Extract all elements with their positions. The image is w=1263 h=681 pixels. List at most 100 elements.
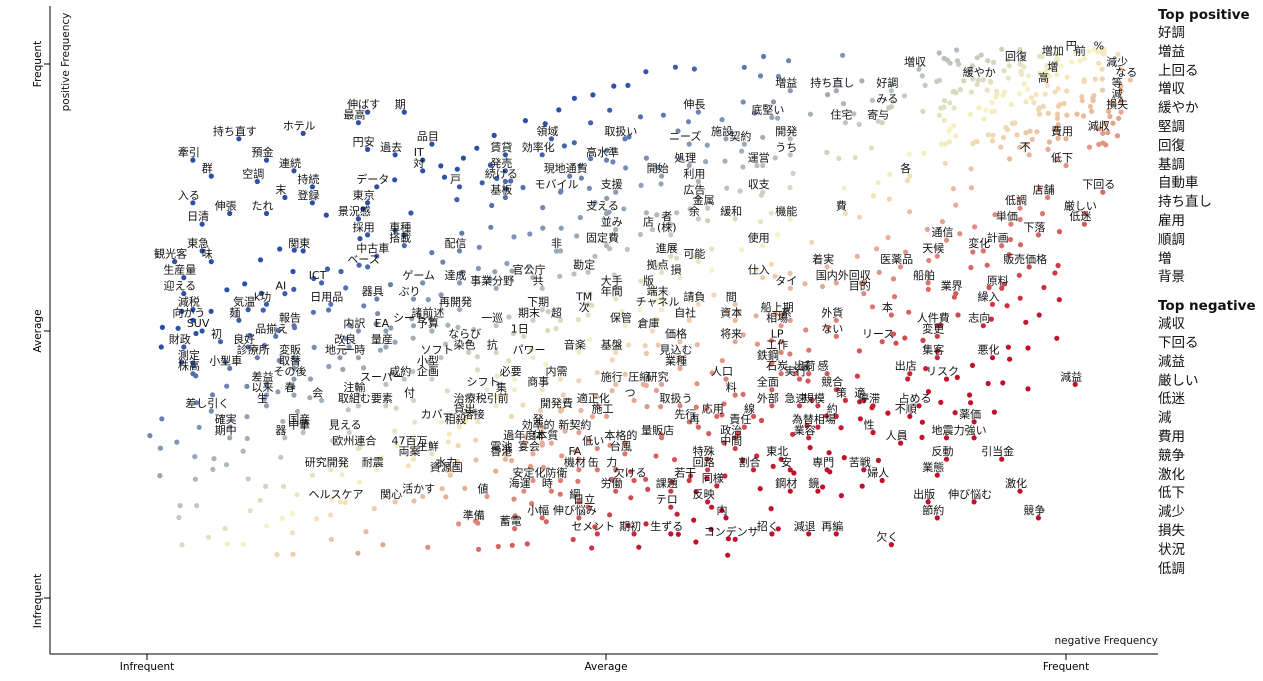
term-point[interactable] <box>502 168 508 174</box>
term-point[interactable] <box>494 373 500 379</box>
term-point[interactable] <box>740 332 746 338</box>
term-point[interactable] <box>888 104 895 110</box>
term-point[interactable] <box>625 522 631 529</box>
term-point[interactable] <box>528 463 534 469</box>
term-label[interactable]: 日清 <box>187 210 209 223</box>
term-point[interactable] <box>807 111 814 117</box>
term-point[interactable] <box>410 397 417 403</box>
term-label[interactable]: 回収 <box>849 269 871 282</box>
term-label[interactable]: 防衛 <box>546 466 568 480</box>
term-point[interactable] <box>289 510 295 517</box>
term-point[interactable] <box>244 414 250 420</box>
term-point[interactable] <box>678 155 684 161</box>
term-point[interactable] <box>489 202 495 209</box>
term-point[interactable] <box>787 185 793 191</box>
term-point[interactable] <box>300 429 306 436</box>
term-point[interactable] <box>951 123 957 129</box>
term-label[interactable]: 診療所 <box>237 343 270 357</box>
term-point[interactable] <box>275 389 281 395</box>
term-point[interactable] <box>674 511 680 517</box>
term-label[interactable]: 競合 <box>821 375 843 389</box>
term-label[interactable]: 一時 <box>343 344 365 357</box>
term-point[interactable] <box>943 435 950 441</box>
term-point[interactable] <box>445 322 451 328</box>
term-point[interactable] <box>631 477 637 484</box>
term-point[interactable] <box>222 359 228 365</box>
term-label[interactable]: 再開発 <box>439 295 472 309</box>
term-point[interactable] <box>687 473 694 479</box>
term-label[interactable]: 内 <box>717 503 728 517</box>
term-point[interactable] <box>337 499 343 505</box>
term-point[interactable] <box>556 107 562 113</box>
term-label[interactable]: 将来 <box>720 328 742 341</box>
term-point[interactable] <box>365 109 371 115</box>
term-point[interactable] <box>357 236 363 242</box>
term-point[interactable] <box>875 457 882 463</box>
term-point[interactable] <box>557 408 564 414</box>
term-point[interactable] <box>181 344 187 350</box>
term-point[interactable] <box>902 335 908 341</box>
term-label[interactable]: 増益 <box>775 76 797 90</box>
term-point[interactable] <box>545 327 551 334</box>
term-point[interactable] <box>1115 51 1121 57</box>
term-label[interactable]: 値 <box>478 483 489 496</box>
term-point[interactable] <box>694 381 700 387</box>
term-point[interactable] <box>1031 100 1037 106</box>
term-label[interactable]: 高 <box>1038 70 1049 84</box>
term-point[interactable] <box>876 269 882 275</box>
term-point[interactable] <box>242 281 248 287</box>
term-point[interactable] <box>628 495 634 501</box>
term-point[interactable] <box>594 531 600 537</box>
term-point[interactable] <box>654 297 660 303</box>
term-point[interactable] <box>724 309 730 315</box>
term-label[interactable]: 諸前述 <box>411 305 444 319</box>
term-point[interactable] <box>1029 136 1035 142</box>
term-point[interactable] <box>836 155 842 162</box>
term-point[interactable] <box>610 159 616 165</box>
term-point[interactable] <box>722 158 728 164</box>
term-label[interactable]: セメント <box>571 520 615 533</box>
term-point[interactable] <box>429 141 435 147</box>
term-point[interactable] <box>199 221 205 227</box>
term-label[interactable]: 予算 <box>417 316 439 330</box>
term-point[interactable] <box>603 243 610 249</box>
term-point[interactable] <box>1105 130 1111 136</box>
term-point[interactable] <box>1007 356 1013 362</box>
term-point[interactable] <box>753 313 759 319</box>
term-label[interactable]: 共 <box>533 274 544 287</box>
term-point[interactable] <box>371 506 377 512</box>
term-point[interactable] <box>919 419 926 425</box>
term-point[interactable] <box>263 403 270 409</box>
term-point[interactable] <box>291 392 297 398</box>
term-point[interactable] <box>438 292 444 298</box>
term-label[interactable]: 効率的 <box>522 418 555 432</box>
term-label[interactable]: 下落 <box>1023 221 1045 234</box>
term-point[interactable] <box>492 269 498 275</box>
term-point[interactable] <box>1063 136 1069 142</box>
term-point[interactable] <box>539 429 545 436</box>
term-label[interactable]: 生 <box>257 391 268 405</box>
term-point[interactable] <box>942 141 948 147</box>
term-point[interactable] <box>981 116 987 122</box>
term-point[interactable] <box>906 309 912 315</box>
term-point[interactable] <box>1034 129 1040 135</box>
term-label[interactable]: ICT <box>309 269 327 282</box>
term-label[interactable]: 基盤 <box>601 338 623 351</box>
term-label[interactable]: 電池 <box>490 440 512 453</box>
term-point[interactable] <box>1102 120 1108 127</box>
term-point[interactable] <box>1007 236 1014 243</box>
term-label[interactable]: 円安 <box>353 134 375 148</box>
term-label[interactable]: 専門 <box>812 456 834 469</box>
term-point[interactable] <box>686 162 692 169</box>
term-point[interactable] <box>703 159 709 165</box>
term-point[interactable] <box>527 231 533 237</box>
term-label[interactable]: 水力 <box>435 456 457 469</box>
term-point[interactable] <box>806 347 812 353</box>
term-point[interactable] <box>557 317 564 323</box>
term-point[interactable] <box>719 117 725 123</box>
term-point[interactable] <box>1043 78 1049 84</box>
term-point[interactable] <box>530 355 536 361</box>
term-point[interactable] <box>276 357 282 364</box>
term-label[interactable]: 集客 <box>922 343 944 357</box>
term-point[interactable] <box>833 413 839 419</box>
